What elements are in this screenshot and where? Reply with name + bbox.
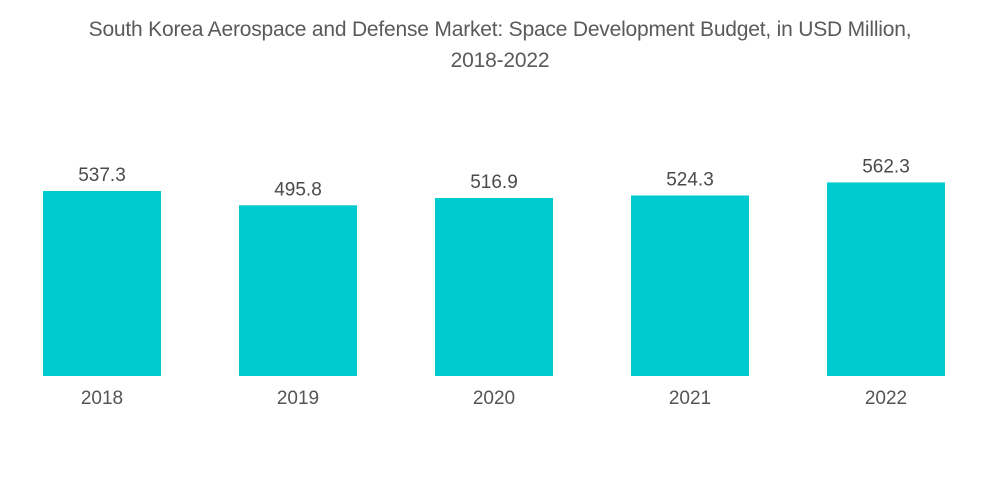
- bar-2020: [435, 198, 553, 376]
- value-label-2021: 524.3: [666, 169, 714, 190]
- value-label-2022: 562.3: [862, 156, 910, 177]
- value-label-2019: 495.8: [274, 179, 322, 200]
- bar-2018: [43, 191, 161, 376]
- x-tick-label-2021: 2021: [669, 388, 711, 409]
- chart-title: South Korea Aerospace and Defense Market…: [0, 14, 1000, 76]
- value-label-2020: 516.9: [470, 172, 518, 193]
- bar-2021: [631, 195, 749, 376]
- chart-title-line-2: 2018-2022: [450, 49, 550, 72]
- x-tick-label-2018: 2018: [81, 388, 123, 409]
- bar-2022: [827, 182, 945, 376]
- value-labels-group: 537.3 495.8 516.9 524.3 562.3: [78, 156, 910, 200]
- bar-2019: [239, 205, 357, 376]
- x-tick-label-2022: 2022: [865, 388, 907, 409]
- x-tick-label-2020: 2020: [473, 388, 515, 409]
- chart-title-line-1: South Korea Aerospace and Defense Market…: [88, 18, 912, 41]
- x-tick-labels-group: 2018 2019 2020 2021 2022: [81, 388, 907, 409]
- bars-group: [43, 182, 945, 376]
- x-tick-label-2019: 2019: [277, 388, 319, 409]
- value-label-2018: 537.3: [78, 165, 126, 186]
